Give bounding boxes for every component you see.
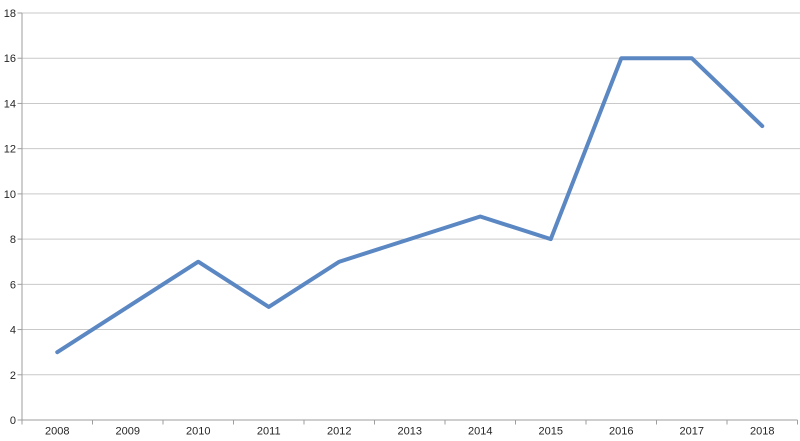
x-axis-label: 2011 <box>257 426 281 438</box>
x-axis-label: 2017 <box>680 426 704 438</box>
y-axis-label: 2 <box>10 370 16 382</box>
x-axis-label: 2014 <box>468 426 492 438</box>
x-axis-label: 2008 <box>45 426 69 438</box>
y-axis-label: 12 <box>4 144 16 156</box>
x-axis-label: 2015 <box>539 426 563 438</box>
x-axis-label: 2010 <box>186 426 210 438</box>
x-axis-label: 2013 <box>398 426 422 438</box>
y-axis-label: 4 <box>10 325 16 337</box>
y-axis-label: 14 <box>4 98 16 110</box>
x-axis-label: 2018 <box>750 426 774 438</box>
x-axis-label: 2012 <box>327 426 351 438</box>
y-axis-label: 10 <box>4 189 16 201</box>
x-axis-label: 2016 <box>609 426 633 438</box>
y-axis-label: 0 <box>10 415 16 427</box>
data-series-line <box>55 56 765 355</box>
y-axis-label: 18 <box>4 8 16 20</box>
x-axis-label: 2009 <box>116 426 140 438</box>
y-axis-label: 16 <box>4 53 16 65</box>
y-axis-label: 8 <box>10 234 16 246</box>
y-axis-label: 6 <box>10 279 16 291</box>
